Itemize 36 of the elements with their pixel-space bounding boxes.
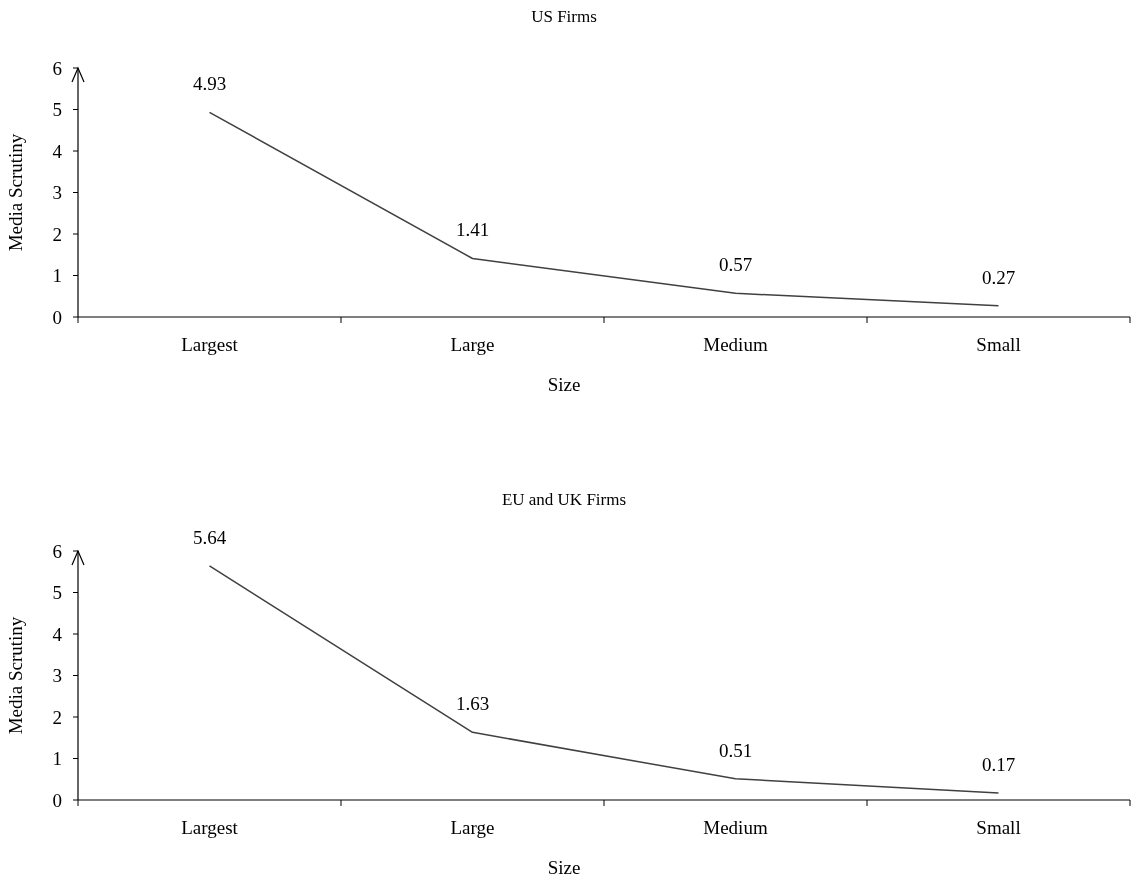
- y-tick-label: 5: [52, 582, 62, 604]
- y-tick-label: 1: [52, 265, 62, 287]
- y-tick-label: 2: [52, 223, 62, 245]
- x-tick-label: Small: [976, 817, 1021, 838]
- x-axis-title: Size: [547, 857, 581, 878]
- y-axis-title: Media Scrutiny: [5, 133, 26, 252]
- data-label: 1.41: [455, 219, 490, 241]
- y-tick-label: 0: [52, 789, 62, 811]
- y-tick-label: 6: [52, 540, 62, 562]
- x-axis-title: Size: [547, 374, 581, 395]
- y-tick-label: 5: [52, 99, 62, 121]
- y-tick-label: 0: [52, 306, 62, 328]
- x-tick-label: Medium: [703, 334, 768, 355]
- data-label: 0.57: [718, 254, 753, 276]
- chart-title: EU and UK Firms: [501, 490, 627, 509]
- x-tick-label: Large: [450, 817, 495, 838]
- y-tick-label: 4: [52, 140, 63, 162]
- x-tick-label: Large: [450, 334, 495, 355]
- x-tick-label: Largest: [181, 334, 239, 355]
- chart-title: US Firms: [531, 7, 597, 26]
- y-tick-label: 6: [52, 57, 62, 79]
- data-label: 0.17: [981, 753, 1016, 775]
- y-tick-label: 3: [52, 665, 62, 687]
- x-tick-label: Small: [976, 334, 1021, 355]
- data-label: 0.51: [718, 739, 753, 761]
- data-label: 5.64: [192, 526, 227, 548]
- y-tick-label: 4: [52, 623, 63, 645]
- y-tick-label: 1: [52, 748, 62, 770]
- x-tick-label: Largest: [181, 817, 239, 838]
- data-label: 0.27: [981, 266, 1016, 288]
- y-axis-title: Media Scrutiny: [5, 616, 26, 735]
- data-label: 1.63: [455, 693, 490, 715]
- x-tick-label: Medium: [703, 817, 768, 838]
- y-tick-label: 2: [52, 706, 62, 728]
- y-tick-label: 3: [52, 182, 62, 204]
- data-label: 4.93: [192, 73, 227, 95]
